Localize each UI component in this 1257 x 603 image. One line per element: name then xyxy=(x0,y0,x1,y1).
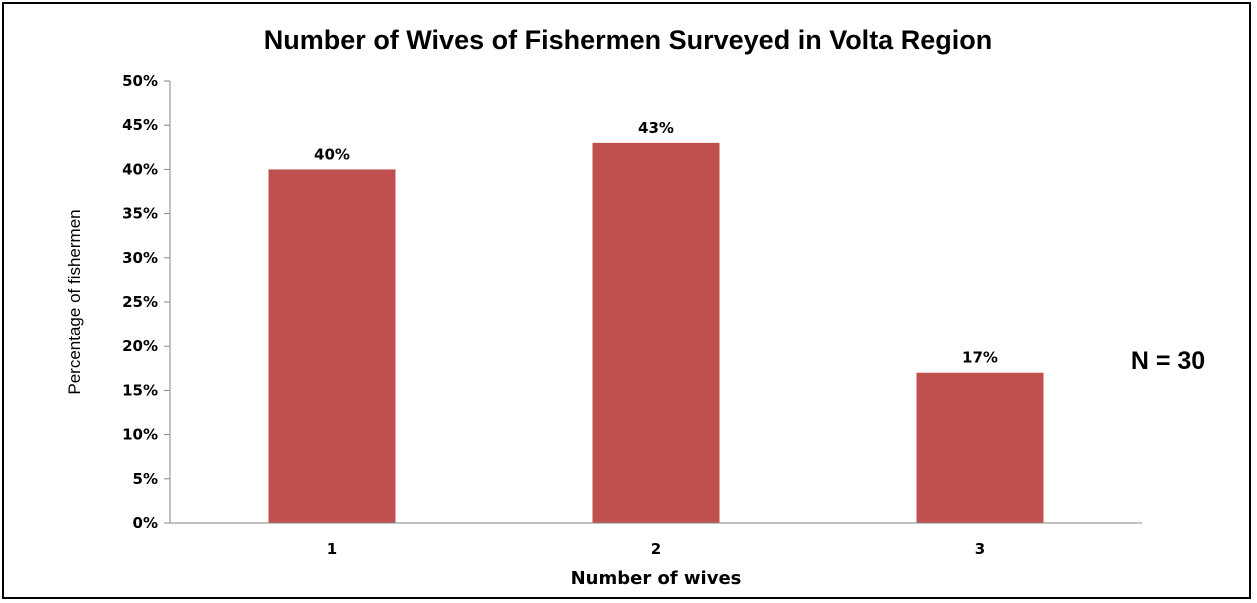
y-axis-label: Percentage of fishermen xyxy=(65,209,84,394)
x-category-label: 2 xyxy=(651,540,661,558)
chart-title: Number of Wives of Fishermen Surveyed in… xyxy=(264,25,992,55)
x-category-label: 1 xyxy=(327,540,337,558)
bar-1 xyxy=(268,169,396,523)
y-axis-ticks: 0% 5% 10% 15% 20% 25% 30% 35% 40% 45% 50% xyxy=(122,72,170,532)
y-tick-label: 25% xyxy=(122,293,158,311)
x-axis-categories: 1 2 3 xyxy=(327,540,985,558)
data-label-1: 40% xyxy=(314,145,350,163)
x-axis-label: Number of wives xyxy=(571,568,742,589)
y-tick-label: 5% xyxy=(133,470,158,488)
y-tick-label: 0% xyxy=(133,514,158,532)
y-tick-label: 20% xyxy=(122,337,158,355)
y-tick-label: 35% xyxy=(122,205,158,223)
bars xyxy=(268,142,1044,523)
data-label-3: 17% xyxy=(962,349,998,367)
bar-2 xyxy=(592,142,720,523)
y-tick-label: 50% xyxy=(122,72,158,90)
data-label-2: 43% xyxy=(638,119,674,137)
y-tick-label: 30% xyxy=(122,249,158,267)
sample-size-note: N = 30 xyxy=(1131,347,1205,375)
y-tick-label: 45% xyxy=(122,116,158,134)
y-tick-label: 15% xyxy=(122,381,158,399)
y-tick-label: 40% xyxy=(122,160,158,178)
x-category-label: 3 xyxy=(975,540,985,558)
y-tick-label: 10% xyxy=(122,426,158,444)
data-labels: 40% 43% 17% xyxy=(314,119,998,367)
bar-3 xyxy=(916,372,1044,523)
